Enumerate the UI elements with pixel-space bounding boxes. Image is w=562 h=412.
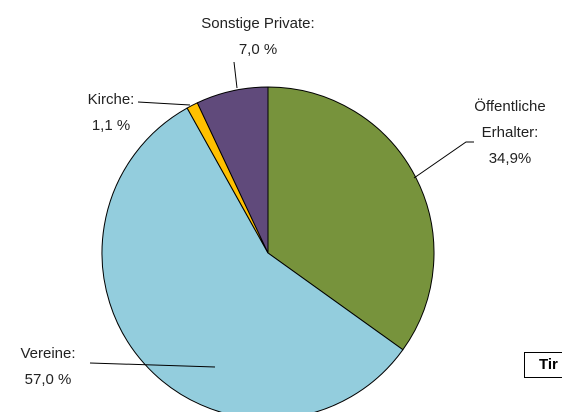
value-label: 34,9% bbox=[488, 150, 532, 167]
slice-label: Kirche: 1,1 % bbox=[66, 87, 156, 139]
leader-line bbox=[413, 141, 474, 179]
category-label: Vereine: bbox=[20, 345, 76, 362]
slice-label: Vereine: 57,0 % bbox=[0, 341, 96, 393]
pie-slice bbox=[196, 86, 269, 254]
category-label: Kirche: bbox=[87, 91, 135, 108]
value-label: 1,1 % bbox=[91, 117, 131, 134]
cut-off-box: Tir bbox=[524, 352, 562, 378]
value-label: 57,0 % bbox=[24, 371, 72, 388]
leader-line bbox=[89, 362, 216, 368]
annotation: Tir bbox=[539, 356, 558, 373]
slice-label: Sonstige Private: 7,0 % bbox=[193, 11, 323, 63]
leader-line bbox=[233, 61, 238, 89]
slice-label: Öffentliche Erhalter: 34,9% bbox=[462, 94, 558, 172]
category-label: Öffentliche Erhalter: bbox=[474, 98, 546, 141]
leader-line bbox=[137, 101, 191, 106]
value-label: 7,0 % bbox=[238, 41, 278, 58]
category-label: Sonstige Private: bbox=[201, 15, 315, 32]
leader-lines bbox=[89, 61, 474, 368]
pie-slice bbox=[101, 107, 404, 412]
